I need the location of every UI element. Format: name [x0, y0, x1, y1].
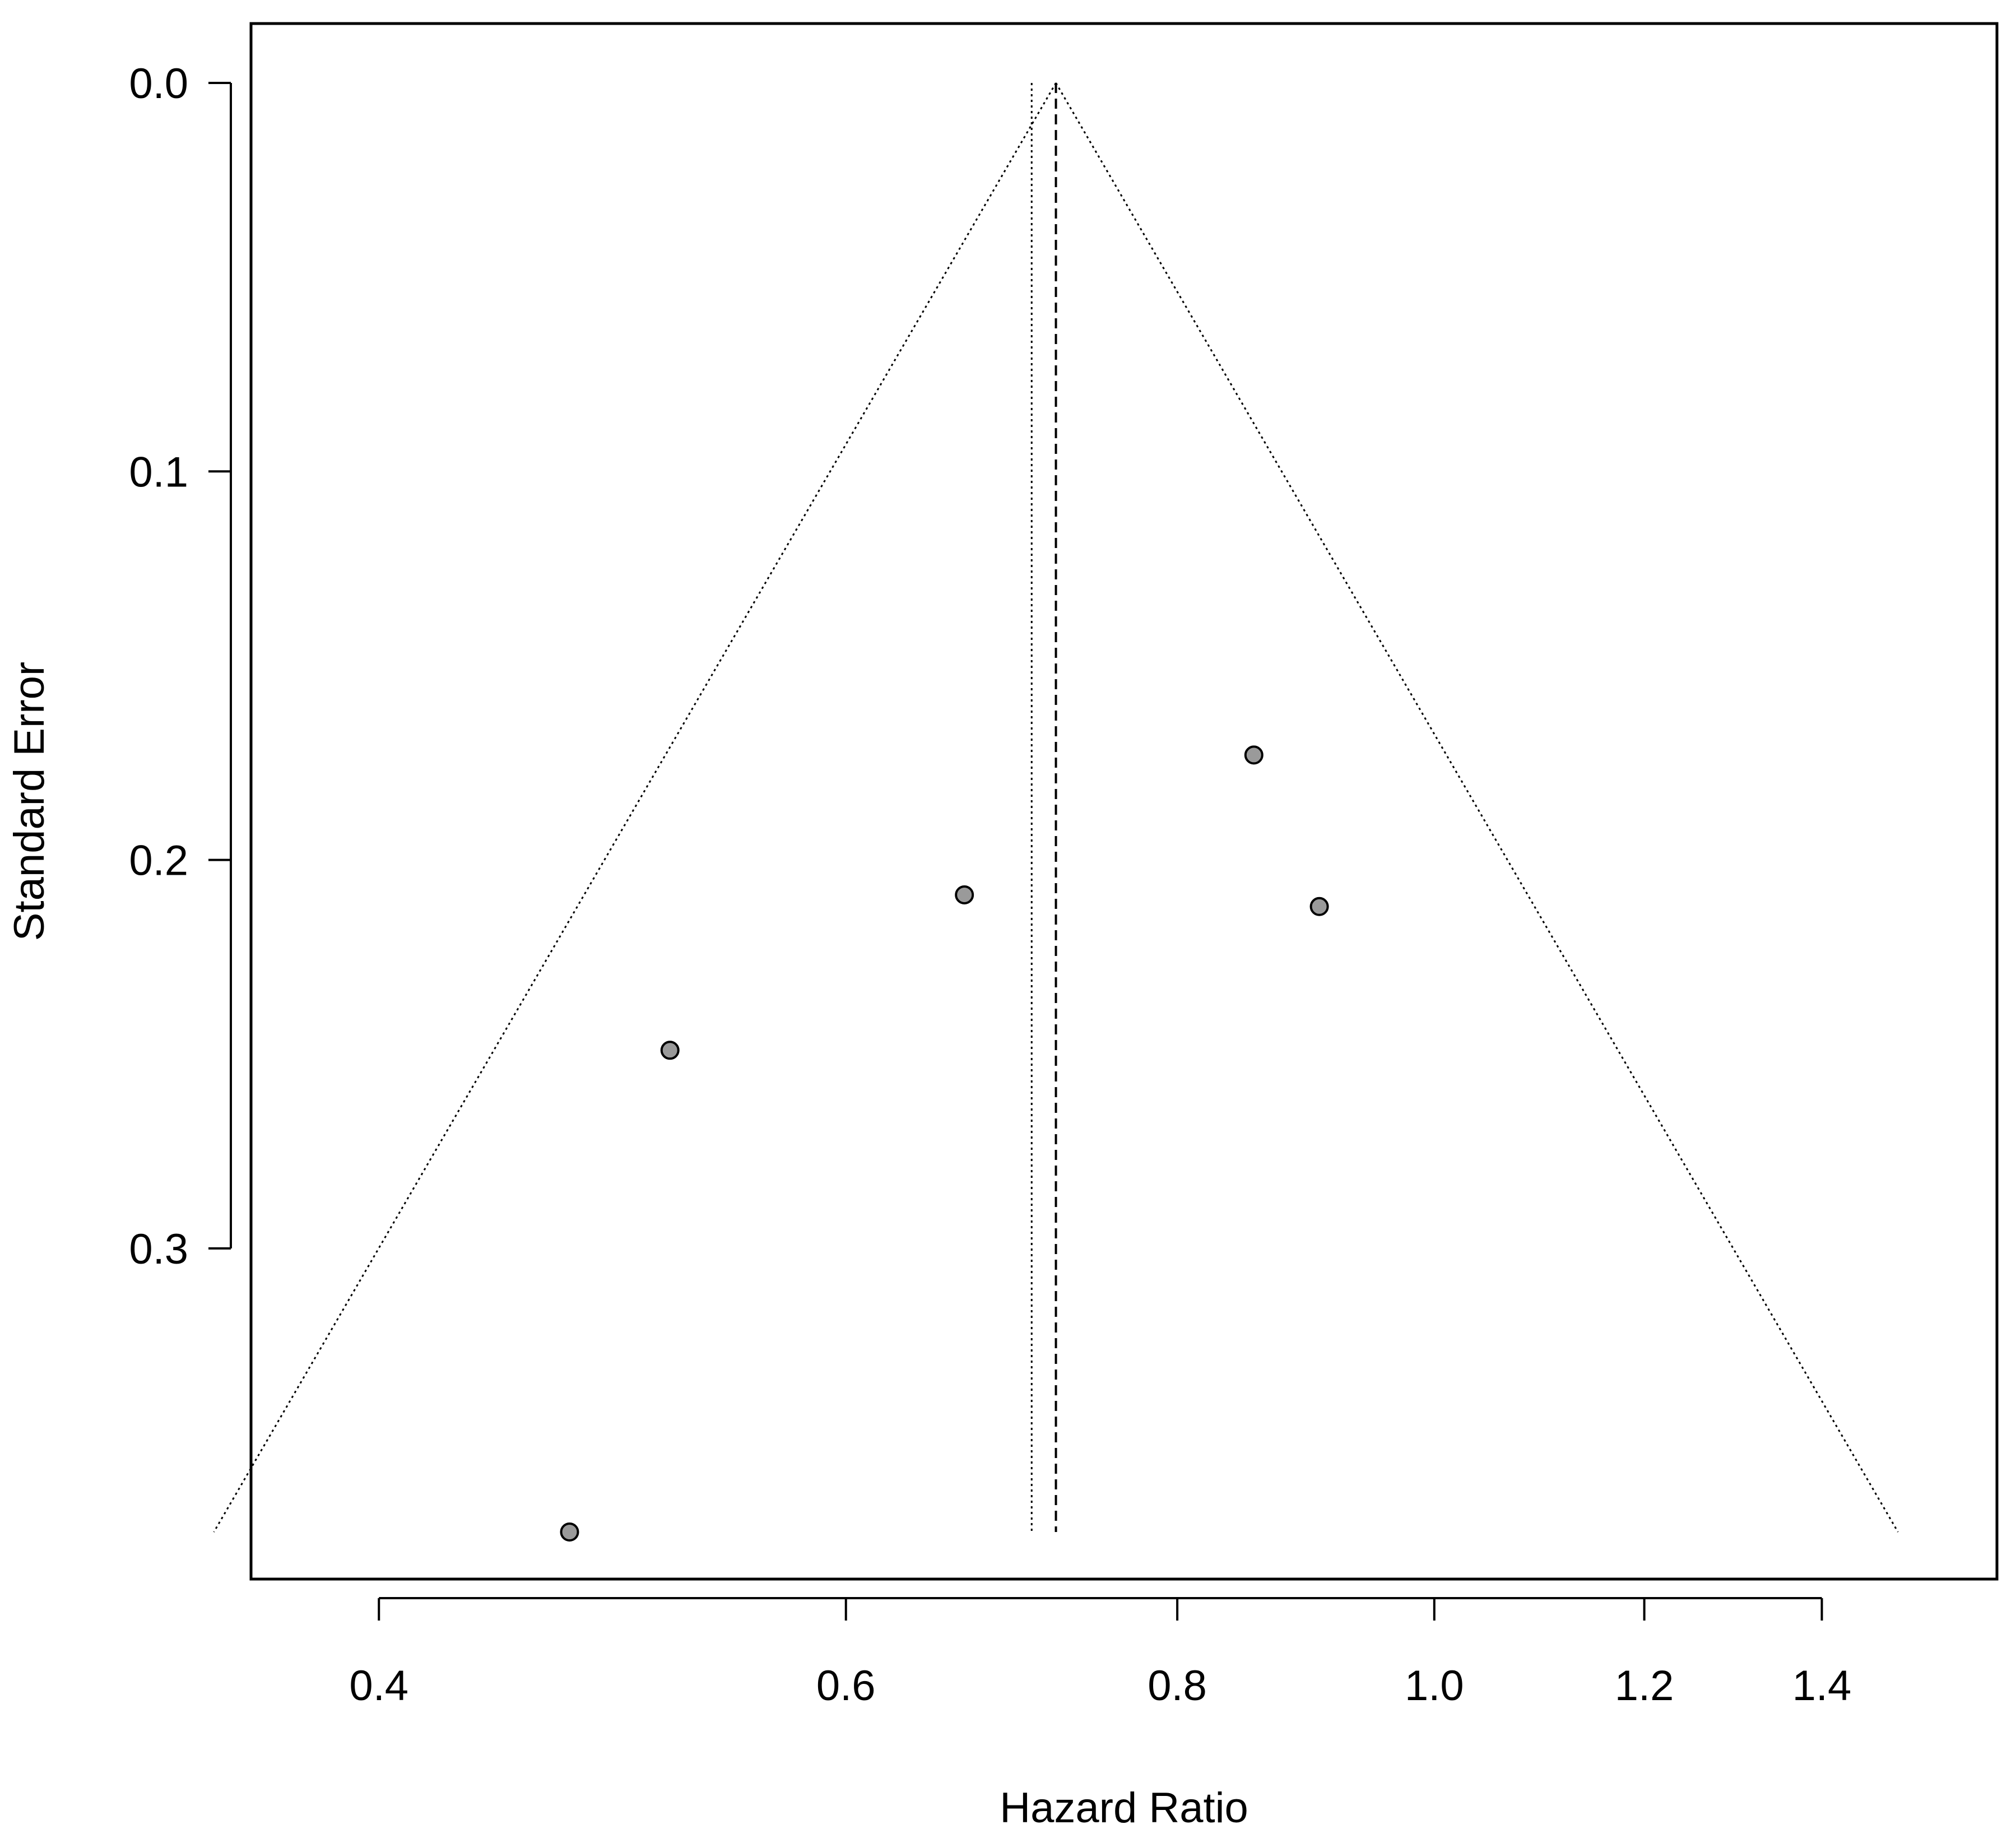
funnel-layer	[213, 82, 1899, 1533]
x-tick-label: 1.4	[1792, 1662, 1852, 1710]
plot-frame	[249, 22, 1999, 1581]
y-axis-title: Standard Error	[6, 662, 53, 941]
y-tick-label: 0.0	[129, 60, 188, 108]
x-tick-label: 0.8	[1148, 1662, 1207, 1710]
data-point	[660, 1041, 680, 1060]
x-tick-label: 1.0	[1405, 1662, 1464, 1710]
data-point	[1244, 745, 1264, 765]
y-tick-label: 0.1	[129, 448, 188, 496]
x-tick-label: 1.2	[1615, 1662, 1674, 1710]
points-layer	[560, 745, 1329, 1542]
x-tick-label: 0.4	[349, 1662, 408, 1710]
funnel-right-line	[1055, 82, 1899, 1533]
data-point	[560, 1522, 579, 1542]
x-axis-title: Hazard Ratio	[1000, 1784, 1248, 1829]
y-tick-label: 0.2	[129, 837, 188, 885]
data-point	[1309, 897, 1329, 916]
data-point	[955, 885, 974, 904]
funnel-left-line	[213, 82, 1057, 1533]
x-axis: 0.4 0.6 0.8 1.0 1.2 1.4	[349, 1597, 1852, 1710]
x-tick-label: 0.6	[816, 1662, 876, 1710]
y-tick-label: 0.3	[129, 1225, 188, 1273]
y-axis: 0.0 0.1 0.2 0.3	[129, 60, 232, 1273]
